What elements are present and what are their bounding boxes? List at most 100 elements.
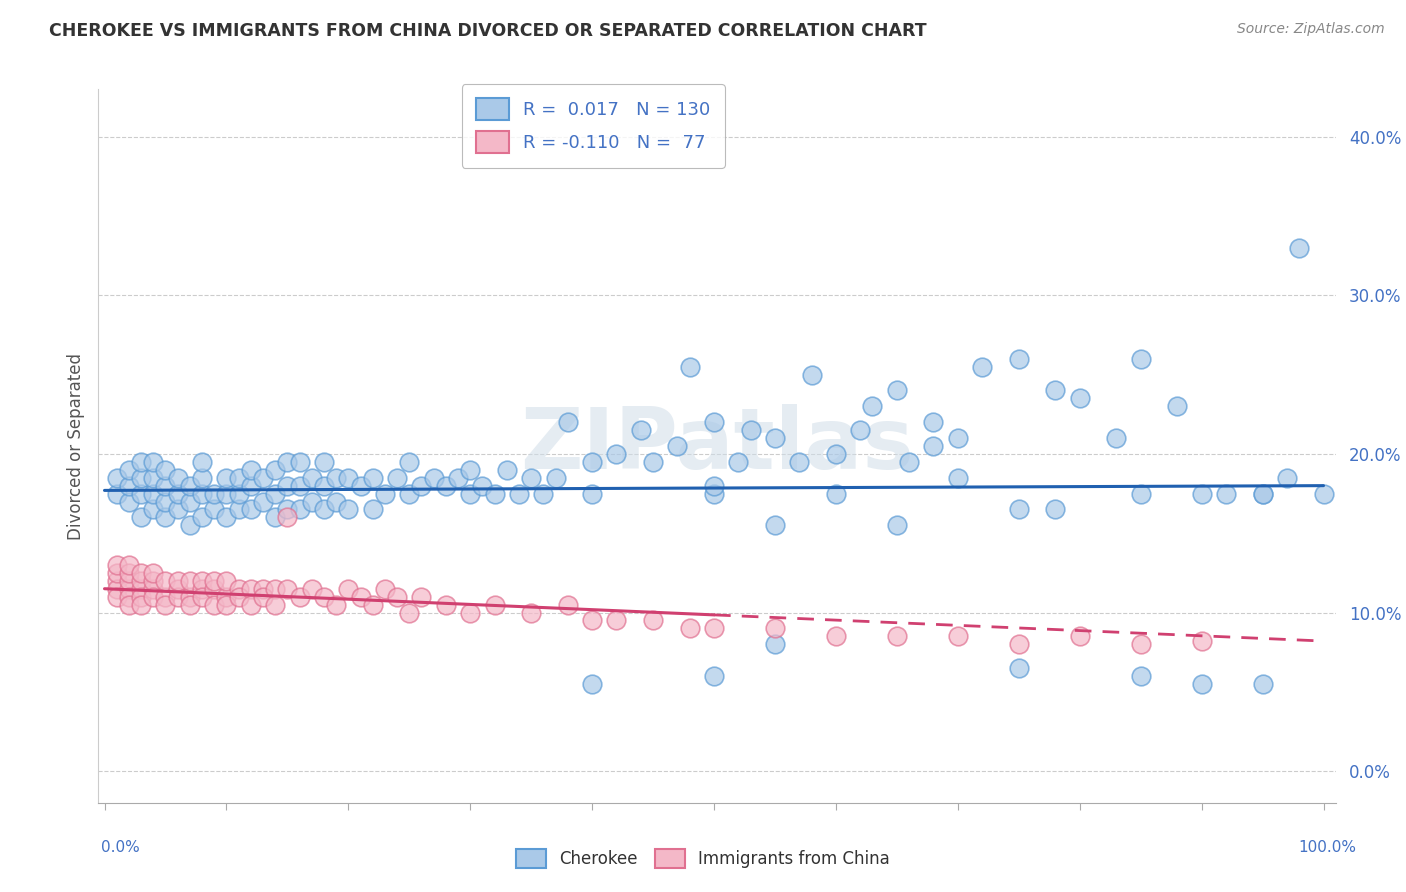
Point [458,486,481,500]
Point [228,471,250,485]
Point [1129,486,1152,500]
Legend: Cherokee, Immigrants from China: Cherokee, Immigrants from China [509,843,897,875]
Point [825,486,848,500]
Point [166,486,188,500]
Point [703,621,725,635]
Point [118,558,141,572]
Point [118,574,141,588]
Point [1251,486,1274,500]
Point [191,582,214,596]
Point [1105,431,1128,445]
Point [740,423,762,437]
Point [215,471,238,485]
Point [447,471,470,485]
Point [166,574,188,588]
Point [228,486,250,500]
Point [434,598,457,612]
Point [179,598,201,612]
Point [1191,677,1213,691]
Point [312,590,335,604]
Point [288,502,311,516]
Point [264,582,287,596]
Point [202,598,225,612]
Point [129,598,152,612]
Point [581,614,603,628]
Point [703,415,725,429]
Point [264,510,287,524]
Point [155,590,177,604]
Point [179,494,201,508]
Point [1129,669,1152,683]
Point [142,502,165,516]
Point [276,478,298,492]
Point [191,471,214,485]
Point [361,598,384,612]
Point [385,590,408,604]
Point [155,510,177,524]
Point [1069,629,1091,643]
Point [288,478,311,492]
Point [1275,471,1298,485]
Point [520,471,543,485]
Point [374,582,396,596]
Point [411,478,433,492]
Point [142,486,165,500]
Point [641,455,664,469]
Point [1008,637,1031,651]
Point [471,478,494,492]
Point [763,621,786,635]
Point [239,478,262,492]
Point [1045,384,1067,398]
Point [825,447,848,461]
Point [361,471,384,485]
Point [763,431,786,445]
Point [215,574,238,588]
Point [1008,351,1031,366]
Point [325,471,347,485]
Point [605,614,627,628]
Point [763,637,786,651]
Point [105,558,128,572]
Point [458,463,481,477]
Point [1008,502,1031,516]
Point [252,590,274,604]
Point [337,502,360,516]
Point [166,582,188,596]
Point [349,478,371,492]
Point [374,486,396,500]
Point [886,384,908,398]
Point [215,590,238,604]
Point [129,574,152,588]
Point [155,463,177,477]
Point [105,590,128,604]
Point [1129,637,1152,651]
Point [458,606,481,620]
Point [946,431,969,445]
Point [252,582,274,596]
Point [142,455,165,469]
Point [239,502,262,516]
Point [557,598,579,612]
Point [129,486,152,500]
Point [264,463,287,477]
Point [191,590,214,604]
Point [228,582,250,596]
Point [105,574,128,588]
Point [252,471,274,485]
Point [495,463,517,477]
Point [703,669,725,683]
Point [763,518,786,533]
Point [862,400,884,414]
Point [312,455,335,469]
Point [557,415,579,429]
Point [179,590,201,604]
Point [678,359,700,374]
Point [922,415,945,429]
Point [118,582,141,596]
Point [301,582,323,596]
Point [385,471,408,485]
Point [155,574,177,588]
Point [276,510,298,524]
Point [228,590,250,604]
Point [946,471,969,485]
